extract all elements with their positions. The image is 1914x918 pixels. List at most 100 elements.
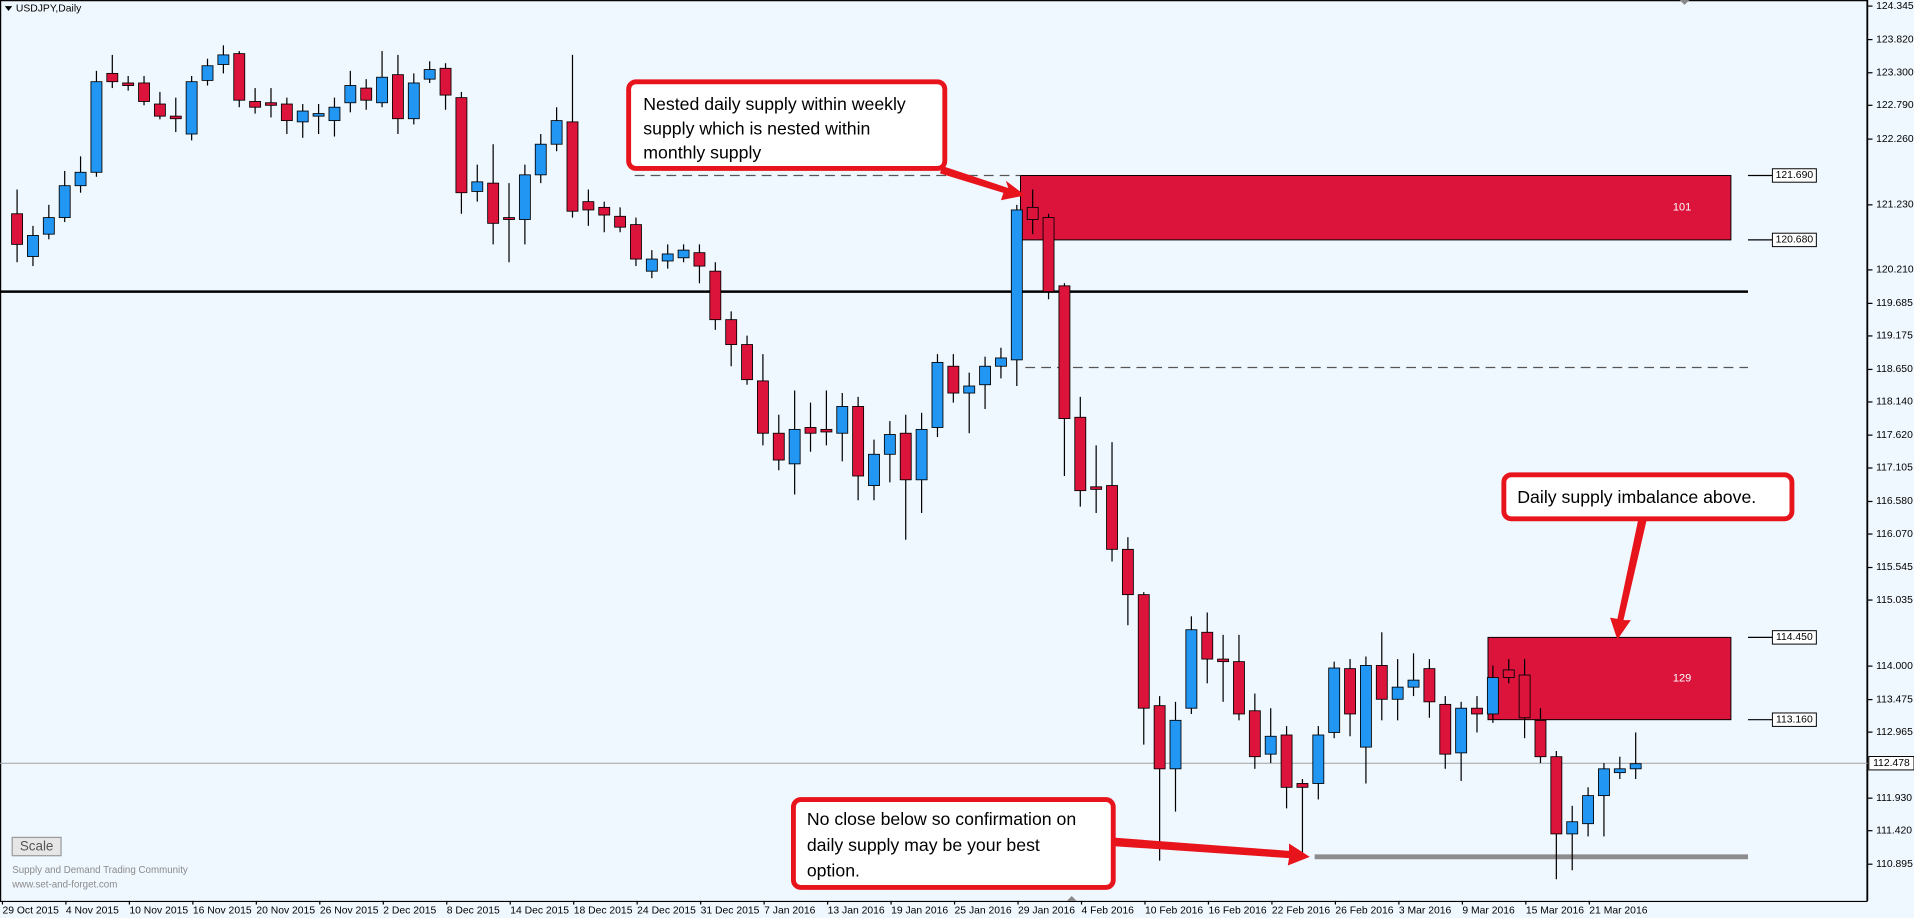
x-tick-label: 4 Feb 2016: [1082, 905, 1135, 916]
y-tick-label: 119.685: [1876, 298, 1913, 309]
candle-body: [1201, 631, 1214, 660]
x-tick-label: 26 Feb 2016: [1335, 905, 1393, 916]
x-tick-label: 14 Dec 2015: [510, 905, 569, 916]
candle-body: [153, 103, 166, 117]
candle-body: [883, 434, 896, 455]
candle-body: [820, 428, 833, 433]
zone-price-box: [1771, 168, 1817, 183]
candle-body: [312, 113, 325, 117]
x-tick-label: 15 Mar 2016: [1526, 905, 1584, 916]
candle-body: [677, 249, 690, 259]
y-tick-label: 110.895: [1876, 859, 1913, 870]
candle-body: [1312, 734, 1325, 784]
candle-body: [1360, 665, 1372, 748]
x-tick-label: 25 Jan 2016: [955, 905, 1012, 916]
y-tick-label: 120.210: [1876, 265, 1914, 276]
x-tick-label: 13 Jan 2016: [828, 905, 885, 916]
candle-body: [1439, 703, 1452, 755]
x-tick-label: 3 Mar 2016: [1399, 905, 1452, 916]
candle-body: [1121, 548, 1134, 596]
candle-body: [1106, 485, 1118, 550]
watermark: www.set-and-forget.com: [11, 880, 117, 891]
y-tick-label: 116.580: [1876, 496, 1913, 507]
zone-label: 101: [1673, 202, 1691, 214]
candle-body: [598, 206, 611, 216]
zone-price-label: 121.690: [1776, 170, 1814, 181]
candle-body: [645, 258, 658, 272]
zone-label: 129: [1673, 672, 1691, 684]
candle-body: [1518, 674, 1531, 719]
y-tick-label: 116.070: [1876, 529, 1913, 540]
candle-body: [201, 65, 214, 81]
candle-body: [725, 319, 738, 345]
candle-body: [1407, 679, 1420, 688]
x-tick-label: 10 Feb 2016: [1145, 905, 1203, 916]
y-tick-label: 114.000: [1876, 661, 1913, 672]
candle-body: [1137, 594, 1150, 709]
callout-text: No close below so confirmation on: [807, 809, 1076, 829]
callout-text: daily supply may be your best: [807, 835, 1040, 855]
y-tick-label: 112.965: [1876, 727, 1913, 738]
zone-price-label: 120.680: [1776, 235, 1814, 246]
date-axis: [0, 902, 1914, 918]
callout-text: supply which is nested within: [643, 118, 870, 138]
candle-body: [392, 74, 404, 120]
candle-body: [217, 54, 230, 65]
candle-body: [455, 97, 468, 194]
candle-body: [1090, 486, 1103, 490]
x-tick-label: 18 Dec 2015: [574, 905, 633, 916]
x-tick-label: 20 Nov 2015: [256, 905, 315, 916]
candle-body: [963, 385, 976, 394]
candle-body: [1248, 710, 1261, 758]
candle-body: [106, 72, 119, 83]
candle-body: [1026, 206, 1039, 220]
callout-text: Daily supply imbalance above.: [1517, 487, 1756, 507]
candle-body: [1486, 677, 1499, 715]
y-tick-label: 118.140: [1876, 397, 1913, 408]
x-tick-label: 31 Dec 2015: [701, 905, 760, 916]
candle-body: [772, 432, 785, 461]
candle-body: [1550, 756, 1563, 835]
button-frame[interactable]: [11, 836, 62, 857]
x-tick-label: 16 Nov 2015: [193, 905, 252, 916]
y-tick-label: 123.300: [1876, 67, 1914, 78]
zone-price-box: [1771, 232, 1817, 248]
candle-body: [169, 115, 182, 120]
candle-body: [280, 103, 293, 122]
candle-body: [947, 365, 960, 394]
candle-body: [1058, 285, 1071, 419]
current-price-box: [1868, 755, 1914, 771]
y-tick-label: 122.260: [1876, 134, 1914, 145]
shift-marker: [1679, 0, 1690, 5]
x-tick-label: 21 Mar 2016: [1589, 905, 1647, 916]
zone-price-box: [1771, 712, 1817, 727]
candle-body: [1455, 707, 1468, 754]
candle-body: [868, 453, 880, 486]
candle-body: [74, 171, 87, 187]
y-tick-label: 111.930: [1876, 793, 1912, 804]
candle-body: [1233, 661, 1245, 715]
candle-body: [423, 69, 436, 80]
candle-body: [296, 110, 309, 123]
watermark: Supply and Demand Trading Community: [12, 865, 188, 876]
candle-body: [360, 87, 373, 101]
y-tick-label: 121.230: [1876, 200, 1914, 211]
candle-body: [899, 432, 912, 481]
y-tick-label: 113.475: [1876, 694, 1913, 705]
arrow: [939, 166, 1026, 201]
candle-body: [185, 81, 198, 135]
x-tick-label: 4 Nov 2015: [66, 905, 119, 916]
y-tick-label: 117.620: [1876, 430, 1913, 441]
candle-body: [1391, 686, 1404, 700]
candle-body: [1566, 821, 1579, 835]
candle-body: [1328, 667, 1341, 733]
candle-body: [693, 252, 706, 267]
x-tick-label: 19 Jan 2016: [891, 905, 948, 916]
callout-text: monthly supply: [643, 143, 761, 163]
button-label[interactable]: Scale: [20, 839, 54, 854]
x-tick-label: 10 Nov 2015: [129, 905, 188, 916]
candle-body: [1264, 735, 1277, 755]
scale-button[interactable]: Scale: [11, 836, 62, 857]
menu-icon[interactable]: [4, 6, 13, 12]
